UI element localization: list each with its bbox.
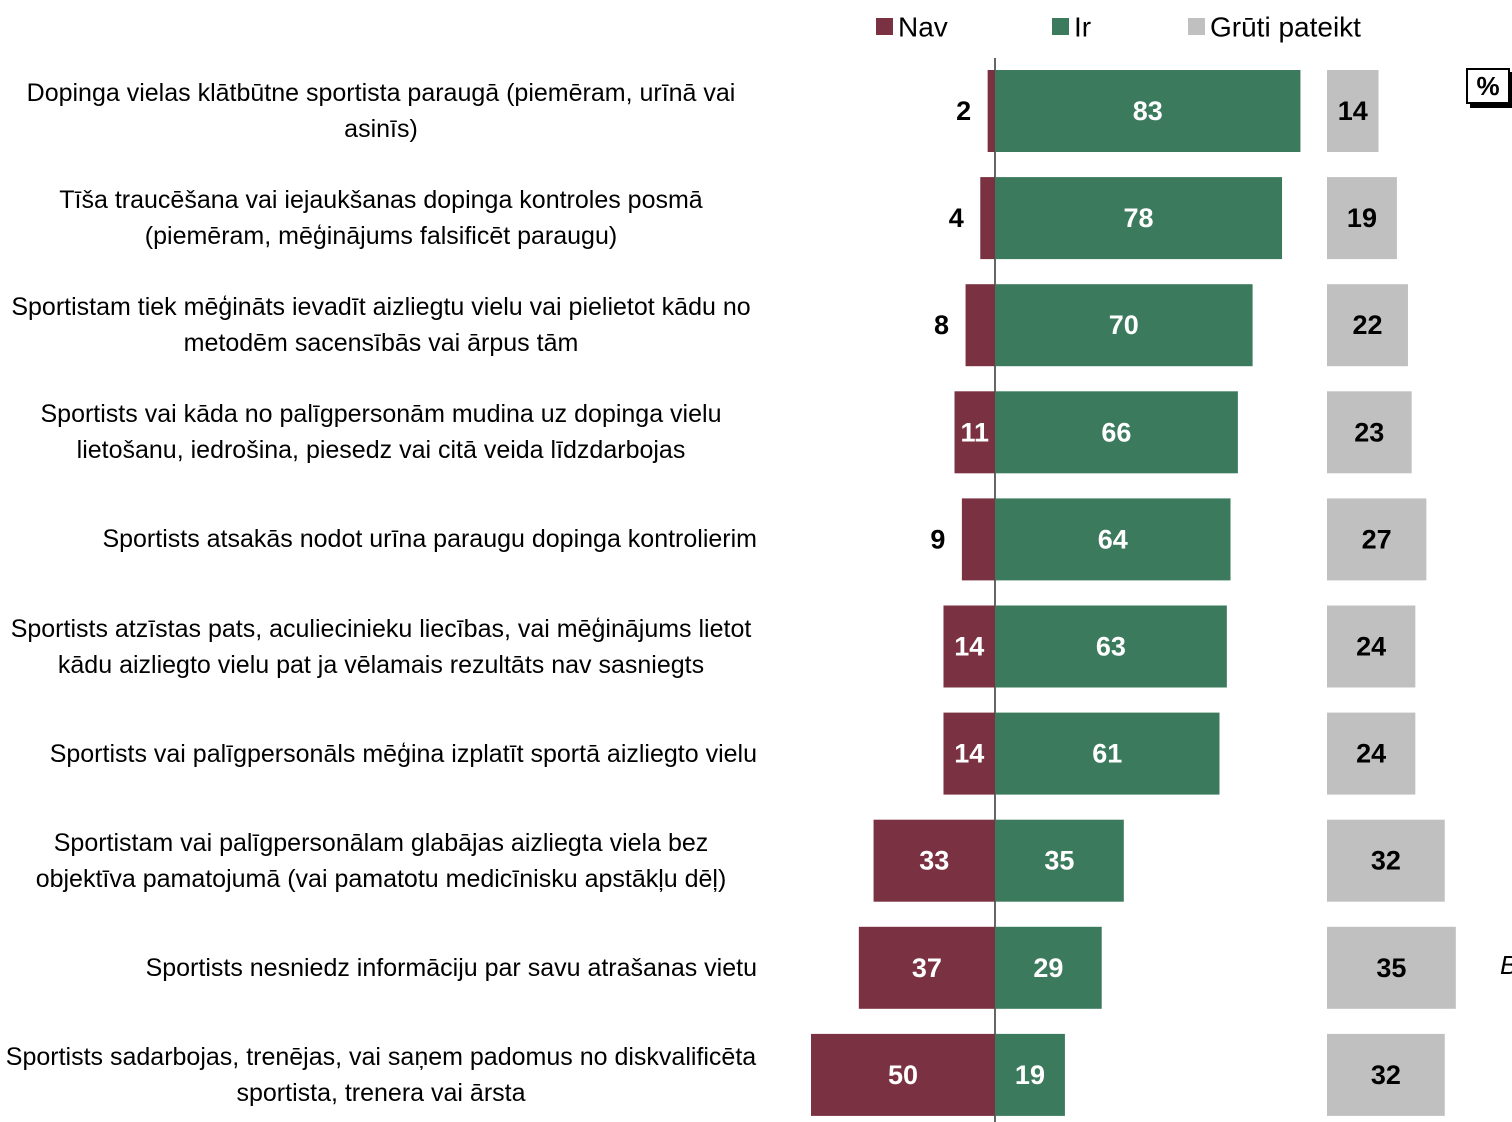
category-label: Sportistam tiek mēģināts ievadīt aizlieg…: [11, 293, 751, 358]
category-label-box: Sportistam tiek mēģināts ievadīt aizlieg…: [5, 289, 757, 361]
category-label-box: Sportists vai kāda no palīgpersonām mudi…: [5, 396, 757, 468]
legend-label: Ir: [1074, 12, 1091, 43]
bar-nav: [873, 819, 995, 902]
bar-unsure: [1327, 819, 1445, 902]
bar-ir: [995, 284, 1253, 367]
bar-ir: [995, 177, 1283, 260]
bar-nav: [954, 391, 995, 474]
category-label: Sportistam vai palīgpersonālam glabājas …: [35, 828, 727, 893]
category-label: Sportists vai palīgpersonāls mēģina izpl…: [49, 739, 757, 768]
unit-label: %: [1466, 68, 1510, 104]
bar-ir: [995, 70, 1301, 152]
value-label: 19: [1015, 1060, 1045, 1090]
bar-nav: [943, 605, 995, 688]
bar-unsure: [1327, 1033, 1445, 1116]
category-label: Sportists atzīstas pats, aculiecinieku l…: [10, 614, 752, 679]
legend-swatch: [1052, 18, 1069, 35]
value-label: 24: [1356, 739, 1386, 769]
value-label: 61: [1092, 739, 1122, 769]
category-label-box: Sportists atzīstas pats, aculiecinieku l…: [5, 611, 757, 683]
value-label: 23: [1354, 417, 1384, 447]
legend-swatch: [876, 18, 893, 35]
legend-label: Nav: [898, 12, 948, 43]
value-label: 24: [1356, 632, 1386, 662]
bar-nav: [987, 70, 995, 152]
bar-ir: [995, 819, 1124, 902]
bar-ir: [995, 391, 1238, 474]
value-label: 8: [934, 310, 949, 340]
value-label: 22: [1352, 310, 1382, 340]
value-label: 2: [956, 96, 971, 126]
category-label: Tīša traucēšana vai iejaukšanas dopinga …: [59, 186, 703, 251]
value-label: 63: [1096, 632, 1126, 662]
value-label: 14: [954, 632, 984, 662]
value-label: 66: [1101, 417, 1131, 447]
bar-unsure: [1327, 177, 1397, 260]
value-label: 37: [912, 953, 942, 983]
bar-nav: [965, 284, 995, 367]
category-label: Sportists sadarbojas, trenējas, vai saņe…: [5, 1042, 757, 1107]
category-label: Sportists vai kāda no palīgpersonām mudi…: [40, 400, 722, 465]
bar-unsure: [1327, 605, 1416, 688]
category-label: Sportists nesniedz informāciju par savu …: [145, 953, 757, 982]
bar-unsure: [1327, 926, 1456, 1009]
bar-ir: [995, 498, 1231, 581]
legend-label: Grūti pateikt: [1210, 12, 1361, 43]
value-label: 70: [1109, 310, 1139, 340]
bar-ir: [995, 712, 1220, 795]
bar-nav: [858, 926, 995, 1009]
bar-nav: [980, 177, 995, 260]
value-label: 14: [954, 739, 984, 769]
category-label: Dopinga vielas klātbūtne sportista parau…: [26, 79, 736, 143]
category-label-box: Sportistam vai palīgpersonālam glabājas …: [5, 825, 757, 897]
category-label: Sportists atsakās nodot urīna paraugu do…: [102, 525, 757, 554]
category-label-box: Sportists sadarbojas, trenējas, vai saņe…: [5, 1039, 757, 1111]
value-label: 35: [1044, 846, 1074, 876]
value-label: 78: [1123, 203, 1153, 233]
value-label: 29: [1033, 953, 1063, 983]
category-label-box: Sportists atsakās nodot urīna paraugu do…: [5, 521, 757, 557]
bar-unsure: [1327, 712, 1416, 795]
value-label: 83: [1133, 96, 1163, 126]
category-label-box: Dopinga vielas klātbūtne sportista parau…: [5, 75, 757, 147]
value-label: 11: [960, 417, 989, 447]
bar-unsure: [1327, 70, 1379, 152]
annotation: B: [1500, 950, 1512, 981]
bar-unsure: [1327, 391, 1412, 474]
value-label: 32: [1371, 1060, 1401, 1090]
category-label-box: Tīša traucēšana vai iejaukšanas dopinga …: [5, 182, 757, 254]
bar-ir: [995, 926, 1102, 1009]
value-label: 64: [1098, 524, 1128, 554]
bar-unsure: [1327, 498, 1427, 581]
bar-nav: [943, 712, 995, 795]
value-label: 27: [1362, 524, 1392, 554]
value-label: 32: [1371, 846, 1401, 876]
value-label: 4: [949, 203, 964, 233]
legend-swatch: [1188, 18, 1205, 35]
value-label: 50: [888, 1060, 918, 1090]
value-label: 19: [1347, 203, 1377, 233]
bar-ir: [995, 605, 1227, 688]
value-label: 35: [1376, 953, 1406, 983]
category-label-box: Sportists vai palīgpersonāls mēģina izpl…: [5, 736, 757, 772]
bar-ir: [995, 1033, 1065, 1116]
category-label-box: Sportists nesniedz informāciju par savu …: [5, 950, 757, 986]
value-label: 14: [1338, 96, 1368, 126]
bar-nav: [961, 498, 995, 581]
bar-nav: [811, 1033, 995, 1116]
value-label: 33: [919, 846, 949, 876]
value-label: 9: [930, 524, 945, 554]
bar-unsure: [1327, 284, 1408, 367]
